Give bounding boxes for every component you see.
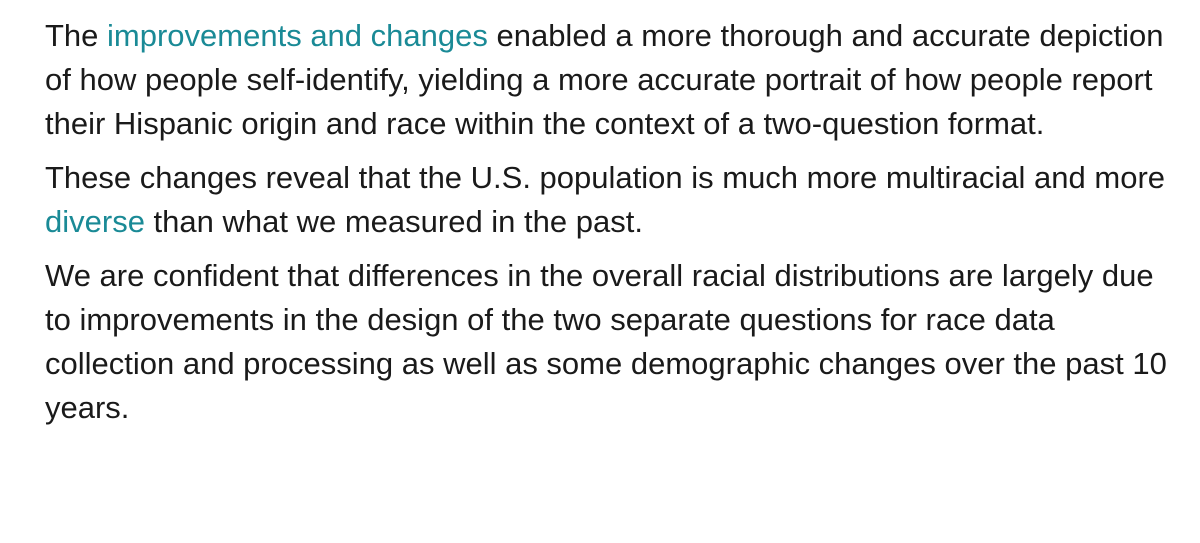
paragraph-2-intro: These changes reveal that the U.S. popul… — [45, 160, 1166, 195]
paragraph-confidence: We are confident that differences in the… — [45, 254, 1175, 430]
paragraph-2-rest: than what we measured in the past. — [144, 204, 643, 239]
paragraph-1-intro: The — [45, 18, 108, 53]
article-body: The improvements and changes enabled a m… — [45, 14, 1175, 440]
diverse-link[interactable]: diverse — [45, 204, 145, 239]
improvements-and-changes-link[interactable]: improvements and changes — [107, 18, 488, 53]
paragraph-population: These changes reveal that the U.S. popul… — [45, 156, 1175, 244]
paragraph-3-text: We are confident that differences in the… — [45, 258, 1167, 425]
paragraph-1-rest: enabled a more thorough and accurate dep… — [45, 18, 1164, 141]
paragraph-improvements: The improvements and changes enabled a m… — [45, 14, 1175, 146]
